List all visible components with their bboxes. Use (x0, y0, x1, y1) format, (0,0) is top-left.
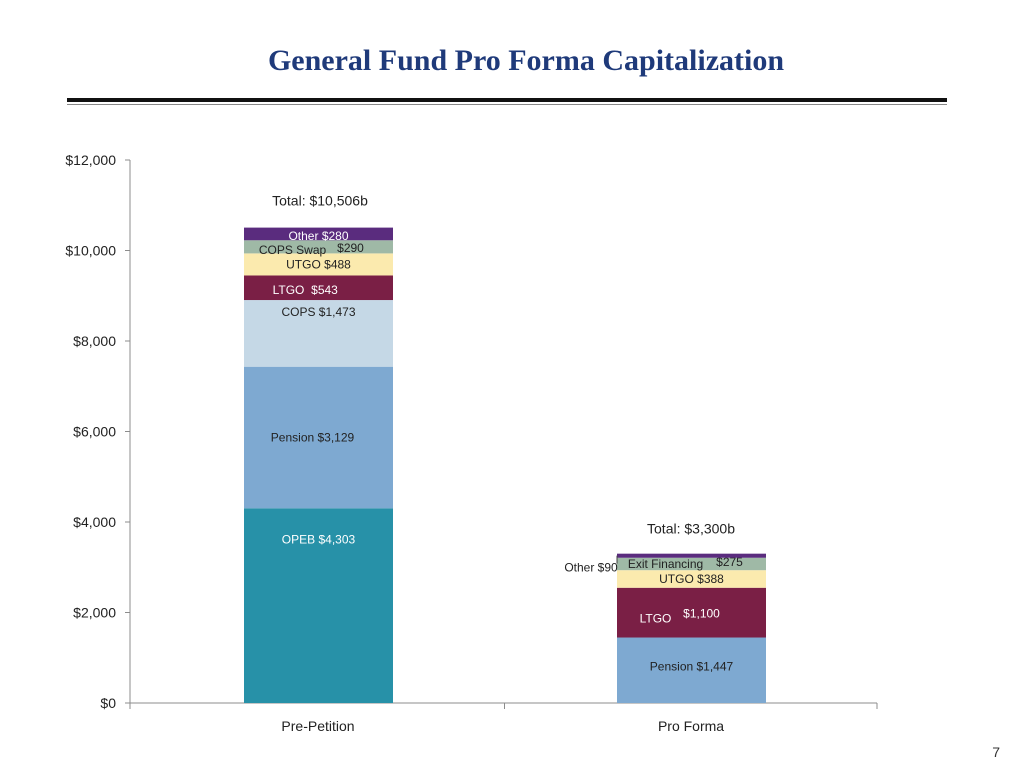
y-tick-label: $8,000 (73, 333, 116, 349)
total-label: Total: $3,300b (647, 521, 735, 537)
bar-segment (617, 553, 766, 558)
segment-value-label: $275 (716, 555, 743, 569)
segment-label: Pension $1,447 (650, 659, 734, 673)
bar-segment (244, 240, 393, 254)
segment-label: OPEB $4,303 (282, 532, 356, 546)
x-category-label: Pro Forma (658, 718, 724, 734)
y-tick-label: $12,000 (65, 152, 116, 168)
title-rule-thick (67, 98, 947, 102)
segment-label: Exit Financing (628, 557, 703, 571)
bar-segment (244, 300, 393, 367)
segment-label: LTGO (273, 283, 305, 297)
segment-value-label: $543 (311, 283, 338, 297)
bar-segment (617, 570, 766, 588)
y-tick-label: $2,000 (73, 605, 116, 621)
y-tick-label: $0 (100, 695, 116, 711)
segment-label: UTGO $488 (286, 257, 351, 271)
y-tick-label: $6,000 (73, 424, 116, 440)
bar-segment (617, 557, 766, 571)
segment-label: LTGO (640, 612, 672, 626)
bar-segment (244, 366, 393, 509)
segment-label: Pension $3,129 (271, 430, 355, 444)
segment-label: UTGO $388 (659, 572, 724, 586)
x-category-label: Pre-Petition (281, 718, 354, 734)
bar-segment (617, 637, 766, 703)
segment-label: COPS $1,473 (281, 305, 355, 319)
total-label: Total: $10,506b (272, 193, 368, 209)
y-tick-label: $4,000 (73, 514, 116, 530)
segment-value-label: $290 (337, 241, 364, 255)
segment-label: COPS Swap (259, 243, 327, 257)
slide-title: General Fund Pro Forma Capitalization (267, 44, 785, 77)
bar-segment (244, 508, 393, 703)
segment-label: Other $280 (288, 229, 348, 243)
bar-segment (244, 253, 393, 276)
bar-segment (244, 275, 393, 301)
title-rule-thin (67, 104, 947, 105)
bar-segment (244, 227, 393, 241)
segment-value-label: $1,100 (683, 607, 720, 621)
segment-label: Other $90 (564, 561, 618, 575)
bar-segment (617, 587, 766, 638)
y-tick-label: $10,000 (65, 243, 116, 259)
page-number: 7 (992, 744, 1000, 760)
